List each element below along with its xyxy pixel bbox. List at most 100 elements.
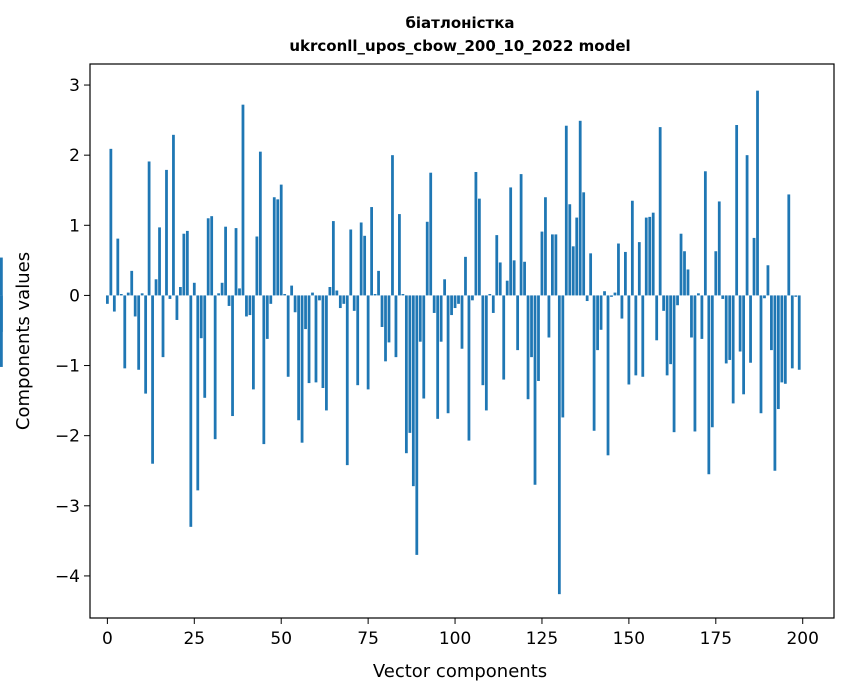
bar (596, 295, 599, 351)
x-tick-label: 50 (270, 629, 292, 649)
bar (411, 295, 415, 487)
bar (380, 295, 384, 327)
bar (474, 171, 478, 296)
bar (592, 295, 596, 431)
bar (658, 127, 662, 296)
bar (672, 295, 676, 433)
bar (766, 265, 770, 296)
bar (321, 295, 325, 388)
bar (742, 295, 745, 395)
bar (130, 270, 134, 296)
bar (756, 90, 759, 296)
x-tick-label: 25 (183, 629, 205, 649)
bar (258, 151, 262, 296)
bar (759, 295, 763, 414)
bar (450, 295, 453, 316)
bar (137, 295, 141, 370)
bar (648, 216, 652, 296)
bar (603, 291, 606, 296)
y-tick-label: 1 (69, 216, 80, 236)
bar (331, 221, 335, 296)
bar (349, 229, 353, 296)
bar (297, 295, 300, 421)
bar (703, 171, 707, 296)
bar (794, 295, 798, 297)
bar (780, 295, 784, 383)
bar (189, 295, 193, 527)
y-tick-label: 0 (69, 286, 80, 306)
bar (255, 236, 259, 296)
bar (439, 295, 443, 342)
x-tick-label: 125 (526, 629, 558, 649)
bar (724, 295, 728, 364)
bar (384, 295, 387, 362)
bar (286, 295, 290, 377)
bar (248, 295, 252, 316)
bar (790, 295, 794, 369)
bar (564, 125, 568, 296)
bar (669, 295, 672, 365)
bar (717, 201, 721, 296)
bar (776, 295, 780, 410)
bar (342, 295, 346, 304)
bar (505, 280, 509, 296)
bar (582, 192, 586, 296)
bar (745, 155, 749, 296)
y-axis: −4 −3 −2 −1 0 1 2 3 (55, 76, 90, 587)
bar (422, 295, 426, 399)
bar (749, 295, 752, 363)
bar (467, 295, 471, 441)
bar (210, 216, 214, 296)
bars-group (0, 90, 801, 595)
bar (735, 125, 739, 296)
bar (665, 295, 669, 376)
bar (610, 295, 613, 297)
bar (630, 200, 634, 296)
bar (238, 288, 241, 296)
bar (311, 292, 314, 296)
bar (126, 292, 130, 296)
bar (119, 294, 123, 296)
bar (651, 212, 655, 296)
bar (575, 217, 579, 296)
bar (523, 261, 526, 296)
bar (272, 197, 276, 296)
bar (0, 257, 3, 296)
bar (366, 295, 370, 390)
bar (147, 161, 151, 296)
bar (429, 172, 433, 296)
bar (488, 294, 492, 296)
bar (498, 262, 502, 296)
bar (116, 238, 120, 296)
bar (314, 295, 318, 383)
bar (252, 295, 255, 390)
bar (328, 287, 332, 296)
bar (418, 295, 422, 342)
bar (655, 295, 659, 341)
bar (477, 198, 481, 296)
bar (109, 148, 113, 296)
bar (568, 204, 572, 296)
chart-title: біатлоністка (405, 14, 514, 32)
bar (471, 295, 474, 301)
bar (530, 295, 533, 358)
bar (203, 295, 207, 398)
bar (453, 295, 457, 309)
bar (245, 295, 248, 317)
bar (290, 285, 294, 296)
bar (700, 295, 704, 339)
bar (561, 295, 565, 418)
bar (457, 295, 460, 304)
bar (634, 295, 638, 376)
bar (192, 282, 196, 296)
bar (710, 295, 714, 428)
x-tick-label: 0 (102, 629, 113, 649)
bar (683, 251, 686, 296)
bar (446, 295, 450, 414)
bar (283, 294, 287, 296)
bar (557, 295, 561, 595)
bar (763, 295, 766, 299)
bar (728, 295, 732, 360)
bar (224, 226, 227, 296)
bar (589, 253, 593, 296)
